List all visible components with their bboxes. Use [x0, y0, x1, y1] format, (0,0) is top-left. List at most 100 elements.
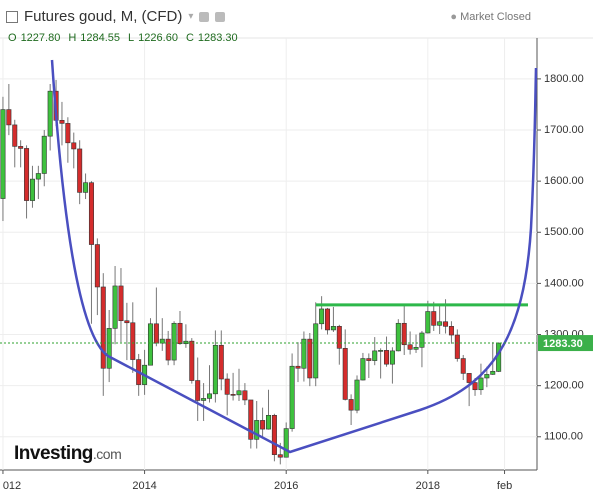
- candle-body: [271, 414, 277, 455]
- candle-body: [330, 326, 336, 331]
- candle-body: [147, 323, 153, 366]
- ohlc-label: H: [68, 32, 77, 44]
- candle-body: [189, 340, 195, 381]
- candle-body: [277, 454, 283, 458]
- candle-body: [29, 178, 35, 201]
- logo-name: Investing: [14, 443, 93, 464]
- y-tick-label: 1700.00: [544, 124, 584, 136]
- candle-body: [289, 365, 295, 429]
- candle-body: [59, 120, 65, 124]
- ohlc-value: 1226.60: [138, 32, 178, 44]
- candle-body: [206, 393, 212, 399]
- y-tick-label: 1500.00: [544, 226, 584, 238]
- title-row: Futures goud, M, (CFD) ▾: [6, 8, 226, 25]
- ohlc-value: 1227.80: [20, 32, 61, 44]
- candle-body: [24, 148, 30, 201]
- candle-body: [366, 358, 372, 361]
- candle-body: [265, 414, 271, 430]
- ohlc-value: 1284.55: [80, 32, 121, 44]
- candle-body: [47, 90, 53, 137]
- candle-body: [118, 285, 124, 322]
- y-tick-label: 1600.00: [544, 175, 584, 187]
- ohlc-value: 1283.30: [197, 32, 238, 44]
- candle-body: [336, 326, 342, 349]
- collapse-icon[interactable]: [6, 10, 18, 23]
- y-tick-label: 1200.00: [544, 380, 584, 392]
- candle-body: [301, 338, 307, 369]
- candle-body: [242, 390, 248, 401]
- candle-body: [419, 332, 425, 348]
- candle-body: [171, 322, 177, 361]
- candle-body: [460, 358, 466, 374]
- candle-body: [260, 420, 266, 430]
- candle-body: [88, 182, 94, 245]
- candle-body: [378, 350, 384, 352]
- candle-body: [183, 340, 189, 345]
- x-tick-label: 2018: [416, 480, 440, 492]
- candle-body: [254, 420, 260, 440]
- candle-body: [454, 334, 460, 359]
- candle-body: [130, 322, 136, 360]
- candle-body: [236, 390, 242, 396]
- candle-body: [448, 326, 454, 336]
- candle-body: [12, 124, 18, 147]
- candle-body: [319, 308, 325, 325]
- candle-body: [372, 350, 378, 361]
- y-tick-label: 1800.00: [544, 73, 584, 85]
- candle-body: [395, 322, 401, 352]
- candle-body: [94, 244, 100, 288]
- gear-icon[interactable]: [215, 11, 226, 22]
- candle-body: [389, 350, 395, 365]
- ohlc-label: C: [185, 32, 194, 44]
- candle-body: [159, 338, 165, 344]
- candle-body: [65, 123, 71, 144]
- ohlc-label: L: [128, 32, 135, 44]
- last-price-label: 1283.30: [543, 338, 583, 350]
- settings-icon[interactable]: [199, 11, 210, 22]
- y-tick-label: 1400.00: [544, 277, 584, 289]
- x-tick-label: 2016: [274, 480, 298, 492]
- candle-body: [354, 379, 360, 411]
- cup-drawing: [50, 59, 538, 454]
- candle-body: [71, 142, 77, 150]
- x-tick-label: feb: [497, 480, 512, 492]
- candle-body: [41, 135, 47, 174]
- candle-body: [313, 323, 319, 379]
- candle-body: [77, 148, 83, 193]
- x-tick-label: 2014: [132, 480, 156, 492]
- candle-body: [431, 311, 437, 326]
- dropdown-arrow[interactable]: ▾: [188, 11, 194, 22]
- status-text: Market Closed: [460, 11, 531, 23]
- header: Futures goud, M, (CFD) ▾ ● Market Closed…: [0, 0, 593, 48]
- candle-body: [0, 109, 6, 199]
- candle-body: [478, 377, 484, 391]
- candle-body: [153, 323, 159, 344]
- candle-body: [425, 311, 431, 334]
- candle-body: [407, 344, 413, 350]
- candle-body: [472, 382, 478, 391]
- candle-body: [437, 321, 443, 326]
- candle-body: [106, 328, 112, 369]
- candle-body: [6, 109, 12, 126]
- ohlc-row: O 1227.80 H 1284.55 L 1226.60 C 1283.30: [8, 32, 242, 44]
- candle-body: [224, 378, 230, 395]
- candle-body: [348, 399, 354, 411]
- logo-suffix: .com: [92, 446, 122, 462]
- candle-body: [201, 398, 207, 401]
- candle-body: [413, 347, 419, 350]
- candle-body: [83, 182, 89, 193]
- y-tick-label: 1100.00: [544, 431, 583, 443]
- candle-body: [342, 348, 348, 400]
- candle-body: [360, 358, 366, 381]
- candle-body: [484, 374, 490, 379]
- last-price-box: [538, 335, 593, 352]
- candle-body: [230, 394, 236, 396]
- candle-body: [218, 344, 224, 380]
- chart-title: Futures goud, M, (CFD): [24, 8, 183, 25]
- candle-body: [490, 371, 496, 375]
- candle-body: [401, 322, 407, 346]
- candle-body: [248, 399, 254, 440]
- candle-body: [384, 350, 390, 365]
